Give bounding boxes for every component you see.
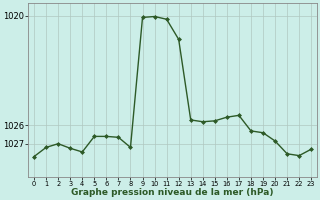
X-axis label: Graphe pression niveau de la mer (hPa): Graphe pression niveau de la mer (hPa) xyxy=(71,188,274,197)
